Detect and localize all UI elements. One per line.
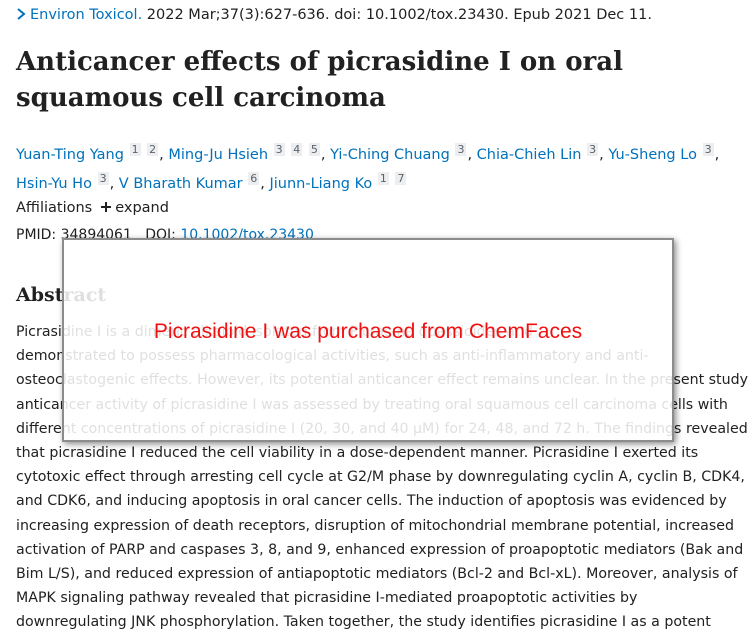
affiliation-number[interactable]: 4 (291, 143, 303, 156)
affiliation-number[interactable]: 7 (395, 171, 407, 185)
author: Jiunn-Liang Ko 1 7 (269, 171, 407, 192)
author-name[interactable]: Jiunn-Liang Ko (269, 175, 373, 192)
popup: Picrasidine I was purchased from ChemFac… (62, 238, 674, 442)
abstract-line: activation of PARP and caspases 3, 8, an… (16, 541, 744, 558)
abstract-line: and CDK6, and inducing apoptosis in oral… (16, 493, 727, 510)
author-name[interactable]: V Bharath Kumar (118, 175, 243, 192)
separator: , (599, 146, 604, 163)
author-list: Yuan-Ting Yang 1 2, Ming-Ju Hsieh 3 4 5,… (16, 138, 731, 196)
author: Chia-Chieh Lin 3, (476, 143, 604, 163)
author-name[interactable]: Yu-Sheng Lo (608, 146, 697, 163)
affiliation-number[interactable]: 3 (702, 143, 714, 156)
abstract-line: MAPK signaling pathway revealed that pic… (16, 590, 638, 607)
plus-icon[interactable] (100, 201, 112, 213)
author: Yu-Sheng Lo 3, (608, 143, 720, 163)
affiliation-number[interactable]: 5 (308, 143, 320, 156)
author: Yi-Ching Chuang 3, (330, 143, 473, 163)
author: Hsin-Yu Ho 3, (16, 171, 115, 192)
affiliation-number[interactable]: 3 (273, 143, 285, 156)
author-name[interactable]: Hsin-Yu Ho (16, 175, 92, 192)
article-title: Anticancer effects of picrasidine I on o… (16, 47, 623, 113)
affiliations: Affiliations expand (16, 200, 169, 216)
author-name[interactable]: Ming-Ju Hsieh (168, 146, 269, 163)
affiliation-number[interactable]: 6 (248, 171, 260, 185)
author-name[interactable]: Yi-Ching Chuang (330, 146, 450, 163)
author: Yuan-Ting Yang 1 2, (16, 143, 164, 163)
separator: , (714, 146, 720, 163)
chevron-icon (17, 8, 26, 20)
separator: , (467, 146, 473, 163)
separator: , (159, 146, 164, 163)
abstract-line: Bim L/S), and reduced expression of anti… (16, 566, 738, 583)
author: Ming-Ju Hsieh 3 4 5, (168, 143, 326, 163)
affiliation-number[interactable]: 1 (377, 171, 389, 185)
citation-details: 2022 Mar;37(3):627-636. doi: 10.1002/tox… (146, 7, 652, 23)
author-name[interactable]: Yuan-Ting Yang (16, 146, 124, 163)
abstract-line: downregulating JNK phosphorylation. Take… (16, 614, 711, 631)
abstract-line: increasing expression of death receptors… (16, 517, 735, 534)
pmid-label: PMID: (16, 227, 57, 243)
popup-text: Picrasidine I was purchased from ChemFac… (153, 320, 583, 343)
affiliation-number[interactable]: 3 (97, 171, 109, 185)
author: V Bharath Kumar 6, (118, 171, 265, 192)
journal-link[interactable]: Environ Toxicol. (30, 7, 143, 23)
separator: , (320, 146, 326, 163)
separator: , (260, 175, 265, 192)
affiliations-label: Affiliations (16, 200, 93, 216)
affiliation-number[interactable]: 3 (587, 143, 599, 156)
affiliation-number[interactable]: 2 (147, 143, 159, 156)
author-name[interactable]: Chia-Chieh Lin (476, 146, 582, 163)
citation: Environ Toxicol. 2022 Mar;37(3):627-636.… (16, 7, 652, 23)
expand-toggle[interactable]: expand (115, 200, 169, 216)
affiliation-number[interactable]: 1 (129, 143, 141, 156)
abstract-line: cytotoxic effect through arresting cell … (16, 469, 745, 486)
abstract-line: that picrasidine I reduced the cell viab… (16, 445, 699, 462)
affiliation-number[interactable]: 3 (455, 143, 467, 156)
separator: , (109, 175, 115, 192)
